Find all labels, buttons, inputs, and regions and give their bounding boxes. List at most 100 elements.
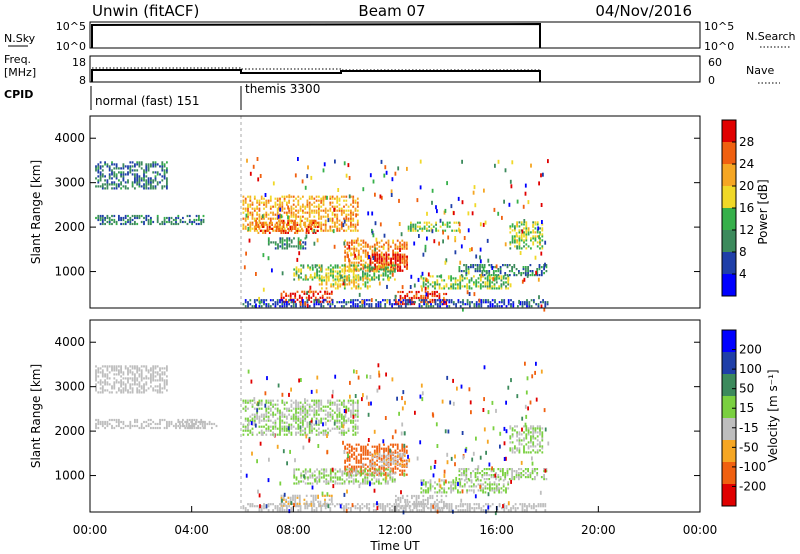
heatmap-cell (311, 476, 314, 479)
heatmap-cell (479, 287, 482, 290)
heatmap-cell (488, 274, 491, 277)
heatmap-cell (356, 427, 359, 430)
heatmap-cell (332, 476, 334, 479)
heatmap-cell (297, 274, 300, 277)
heatmap-cell (329, 429, 332, 432)
heatmap-cell (407, 299, 409, 302)
heatmap-cell (269, 305, 272, 308)
heatmap-cell (106, 214, 109, 218)
heatmap-cell (392, 458, 395, 461)
heatmap-cell (450, 487, 452, 490)
heatmap-cell (242, 199, 245, 202)
heatmap-cell (295, 225, 297, 228)
heatmap-cell (281, 225, 284, 228)
heatmap-cell (529, 476, 532, 479)
heatmap-cell (108, 365, 111, 368)
heatmap-speckle (400, 232, 403, 237)
heatmap-cell (420, 300, 422, 304)
heatmap-cell (353, 267, 356, 270)
heatmap-cell (450, 277, 452, 280)
heatmap-cell (455, 229, 458, 232)
heatmap-cell (508, 270, 511, 273)
heatmap-cell (378, 261, 381, 264)
heatmap-cell (99, 165, 102, 168)
heatmap-cell (453, 229, 456, 232)
heatmap-cell (520, 272, 523, 275)
heatmap-cell (285, 292, 287, 295)
heatmap-cell (302, 403, 304, 406)
heatmap-cell (338, 301, 341, 304)
heatmap-cell (383, 255, 385, 258)
heatmap-cell (280, 227, 283, 230)
heatmap-cell (536, 468, 539, 471)
heatmap-cell (524, 472, 527, 475)
heatmap-cell (300, 472, 302, 475)
heatmap-cell (159, 387, 161, 390)
heatmap-cell (166, 375, 168, 378)
heatmap-cell (425, 305, 428, 308)
heatmap-cell (292, 401, 295, 404)
heatmap-cell (376, 463, 378, 466)
heatmap-cell (336, 199, 339, 202)
heatmap-cell (463, 479, 466, 482)
heatmap-cell (143, 365, 145, 368)
heatmap-cell (297, 425, 300, 428)
heatmap-cell (140, 177, 143, 180)
heatmap-cell (304, 225, 307, 228)
heatmap-cell (276, 211, 279, 214)
heatmap-cell (138, 381, 141, 384)
heatmap-cell (192, 422, 195, 426)
heatmap-cell (297, 270, 300, 273)
heatmap-cell (341, 274, 344, 277)
heatmap-speckle (305, 228, 308, 233)
heatmap-cell (523, 231, 525, 234)
heatmap-cell (392, 445, 394, 448)
heatmap-cell (357, 453, 360, 456)
heatmap-cell (272, 213, 274, 216)
heatmap-cell (468, 285, 471, 288)
heatmap-cell (459, 485, 462, 488)
heatmap-cell (274, 213, 277, 216)
heatmap-cell (353, 241, 356, 244)
heatmap-cell (354, 401, 357, 404)
heatmap-cell (356, 415, 359, 418)
heatmap-cell (350, 217, 352, 220)
heatmap-cell (147, 422, 150, 426)
heatmap-cell (460, 274, 463, 277)
heatmap-cell (283, 229, 286, 232)
heatmap-cell (337, 285, 339, 288)
heatmap-cell (318, 211, 320, 214)
heatmap-cell (276, 433, 279, 436)
heatmap-cell (479, 266, 481, 269)
heatmap-cell (516, 433, 518, 436)
heatmap-cell (134, 381, 136, 384)
heatmap-cell (95, 373, 97, 376)
heatmap-cell (310, 502, 313, 505)
heatmap-cell (244, 201, 247, 204)
heatmap-cell (306, 425, 309, 428)
heatmap-cell (336, 215, 339, 218)
heatmap-cell (383, 269, 385, 272)
heatmap-cell (283, 301, 286, 304)
heatmap-cell (348, 263, 351, 266)
heatmap-cell (344, 251, 346, 254)
heatmap-cell (286, 425, 288, 428)
heatmap-cell (166, 187, 168, 190)
heatmap-cell (420, 285, 423, 288)
heatmap-cell (258, 419, 261, 422)
heatmap-cell (308, 503, 311, 506)
heatmap-cell (436, 279, 439, 282)
heatmap-cell (341, 264, 344, 267)
heatmap-cell (534, 239, 537, 242)
heatmap-cell (310, 225, 312, 228)
heatmap-cell (396, 239, 399, 242)
heatmap-cell (247, 205, 249, 208)
heatmap-cell (308, 203, 311, 206)
heatmap-cell (481, 474, 484, 477)
heatmap-cell (258, 221, 261, 224)
heatmap-cell (399, 263, 401, 266)
heatmap-cell (310, 221, 312, 224)
heatmap-cell (215, 424, 218, 428)
heatmap-cell (531, 478, 534, 481)
heatmap-cell (534, 237, 537, 240)
